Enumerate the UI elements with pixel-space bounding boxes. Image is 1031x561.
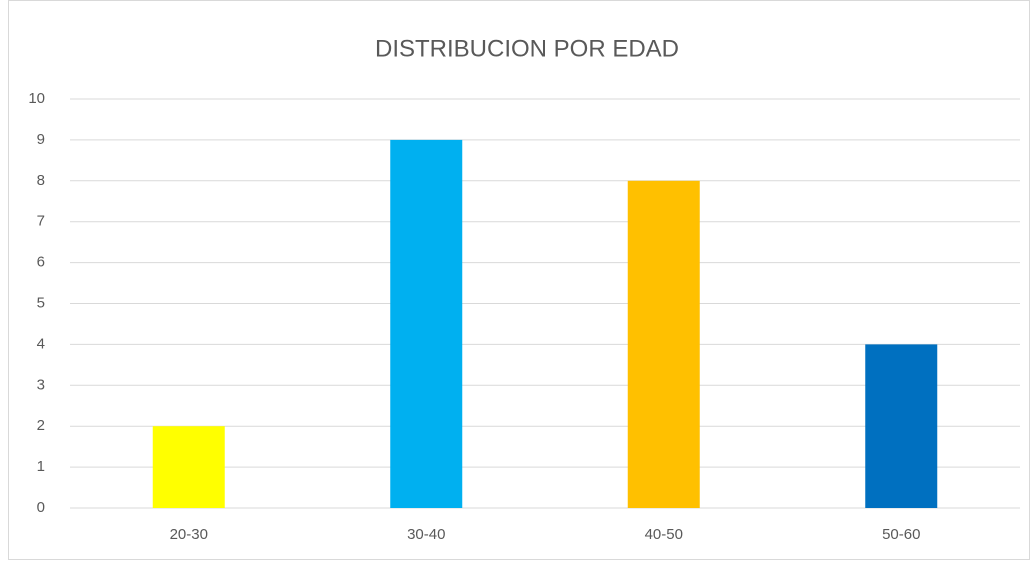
x-tick-label: 30-40 (407, 526, 445, 543)
x-tick-label: 50-60 (882, 526, 920, 543)
bar (627, 180, 700, 509)
y-tick-label: 3 (37, 376, 45, 393)
y-tick-label: 7 (37, 213, 45, 230)
y-tick-label: 0 (37, 499, 45, 516)
x-tick-label: 20-30 (170, 526, 208, 543)
y-tick-label: 2 (37, 417, 45, 434)
y-tick-label: 1 (37, 458, 45, 475)
bar (390, 139, 463, 508)
y-tick-label: 4 (37, 335, 45, 352)
y-tick-label: 8 (37, 172, 45, 189)
y-tick-label: 10 (28, 90, 45, 107)
x-tick-label: 40-50 (645, 526, 683, 543)
bar (152, 426, 225, 508)
chart-title: DISTRIBUCION POR EDAD (375, 35, 679, 62)
bar (865, 344, 938, 508)
y-tick-label: 5 (37, 294, 45, 311)
y-tick-label: 6 (37, 254, 45, 271)
y-tick-label: 9 (37, 131, 45, 148)
